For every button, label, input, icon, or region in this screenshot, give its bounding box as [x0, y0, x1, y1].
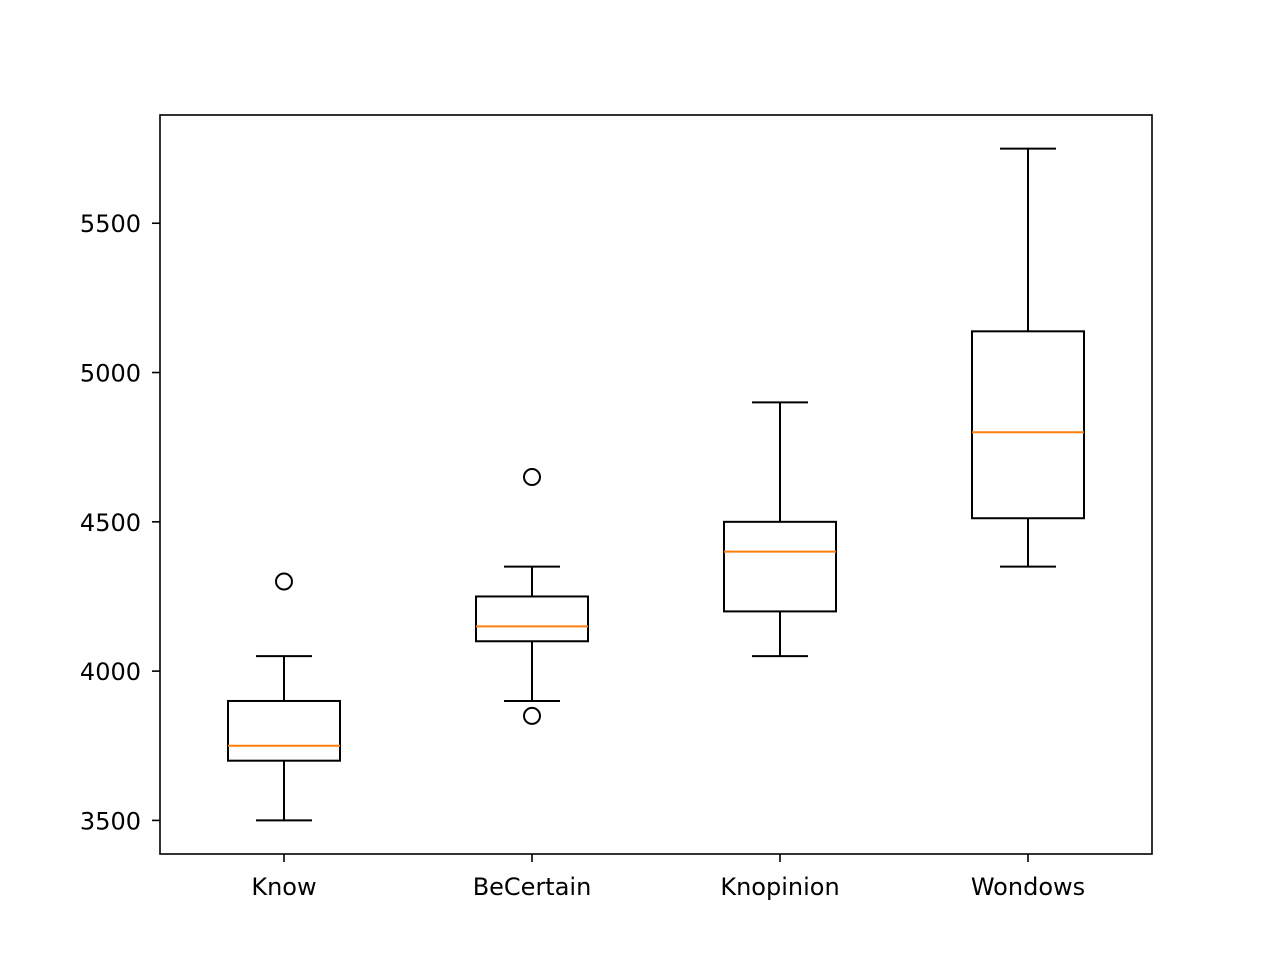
iqr-box	[971, 330, 1085, 520]
outlier-point	[523, 468, 541, 487]
outlier-point	[275, 572, 293, 591]
y-tick-label: 4000	[80, 658, 141, 686]
x-tick-label: Knopinion	[720, 873, 839, 901]
x-tick-label: Wondows	[971, 873, 1085, 901]
box-group-becertain	[475, 468, 589, 725]
iqr-box	[475, 595, 589, 643]
iqr-box	[723, 520, 837, 613]
box-group-wondows	[971, 147, 1085, 568]
iqr-box	[227, 699, 341, 762]
box-group-know	[227, 572, 341, 822]
x-tick-label: Know	[251, 873, 316, 901]
axes-frame	[159, 114, 1153, 855]
y-tick-label: 5500	[80, 210, 141, 238]
box-group-knopinion	[723, 401, 837, 658]
axes: Know BeCertain Knopinion Wondows 3500 4000 450…	[80, 210, 1085, 901]
y-tick-label: 3500	[80, 807, 141, 835]
outlier-point	[523, 706, 541, 725]
plot-area	[227, 147, 1085, 822]
x-tick-label: BeCertain	[473, 873, 592, 901]
y-tick-label: 4500	[80, 509, 141, 537]
y-tick-label: 5000	[80, 360, 141, 388]
